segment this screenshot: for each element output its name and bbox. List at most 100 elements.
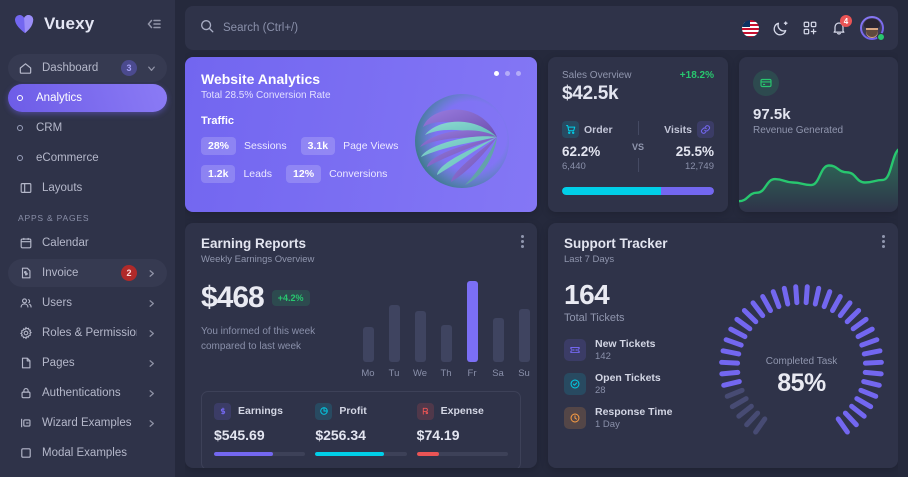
more-vertical-icon[interactable] [521, 235, 524, 250]
metric-earnings-value: $545.69 [214, 426, 265, 443]
dashboard-row-2: Earning Reports Weekly Earnings Overview… [185, 223, 898, 468]
carousel-dot-2[interactable] [505, 71, 510, 76]
sidebar-item-layouts[interactable]: Layouts [8, 174, 167, 202]
language-flag-icon[interactable] [742, 19, 759, 37]
grid-apps-icon[interactable] [802, 20, 818, 36]
metric-profit: Profit $256.34 [315, 402, 407, 456]
sidebar-item-ecommerce[interactable]: eCommerce [8, 144, 167, 172]
sidebar-brand[interactable]: Vuexy [0, 0, 175, 48]
sales-split-order [562, 187, 661, 195]
earning-summary: $468 +4.2% You informed of this week com… [201, 281, 349, 379]
support-row-name: New Tickets [595, 338, 656, 350]
gauge-tick [842, 410, 859, 428]
sidebar-section-apps: APPS & PAGES [18, 213, 90, 223]
bar-label: Mo [361, 367, 375, 379]
sidebar-item-users[interactable]: Users [8, 289, 167, 317]
stat-label-leads: Leads [243, 168, 273, 180]
gauge-tick [744, 410, 761, 428]
revenue-value: 97.5k [753, 106, 791, 123]
sidebar-item-label: eCommerce [36, 152, 99, 164]
sales-order-column: Order 62.2% 6,440 [562, 121, 623, 172]
carousel-dot-1[interactable] [494, 71, 499, 76]
sales-split-bar [562, 187, 714, 195]
metric-earnings: Earnings $545.69 [214, 402, 306, 456]
top-navbar: 4 [185, 6, 898, 50]
sales-vs-grid: Order 62.2% 6,440 VS Visits [562, 121, 714, 172]
sidebar-item-roles-permissions[interactable]: Roles & Permissions [8, 319, 167, 347]
gauge-tick [729, 396, 749, 410]
more-vertical-icon[interactable] [882, 235, 885, 250]
moon-icon[interactable] [772, 20, 789, 37]
gauge-value: 85% [777, 369, 826, 397]
bell-badge: 4 [840, 15, 852, 27]
bar-column-fr: Fr [459, 281, 485, 379]
sidebar-item-wizard-examples[interactable]: Wizard Examples [8, 409, 167, 437]
gauge-tick [803, 284, 810, 306]
main-area: 4 [175, 0, 908, 477]
sidebar-item-authentications[interactable]: Authentications [8, 379, 167, 407]
gauge-tick [835, 416, 850, 435]
chevron-right-icon[interactable] [146, 328, 157, 339]
wizard-icon [18, 416, 33, 431]
support-row-new-tickets: New Tickets 142 [564, 338, 714, 362]
sidebar-collapse-icon[interactable] [145, 15, 163, 33]
bar-label: Tu [388, 367, 400, 379]
gauge-tick [837, 300, 853, 319]
carousel-dots [494, 71, 521, 76]
bar-column-mo: Mo [355, 327, 381, 379]
navbar-actions: 4 [742, 15, 885, 41]
support-tracker-stats: 164 Total Tickets New Tickets 142 [564, 279, 714, 454]
search-box[interactable] [199, 18, 732, 39]
chevron-right-icon[interactable] [146, 418, 157, 429]
sidebar-item-label: Calendar [42, 237, 89, 249]
gauge-tick [793, 284, 800, 306]
search-input[interactable] [223, 22, 483, 34]
sidebar-item-pages[interactable]: Pages [8, 349, 167, 377]
chevron-right-icon[interactable] [146, 298, 157, 309]
check-circle-icon [564, 373, 586, 395]
sidebar-item-dashboard[interactable]: Dashboard 3 [8, 54, 167, 82]
earning-reports-body: $468 +4.2% You informed of this week com… [201, 281, 530, 379]
sales-visits-column: Visits 25.5% 12,749 [653, 121, 714, 172]
chevron-right-icon[interactable] [146, 268, 157, 279]
chevron-right-icon[interactable] [146, 358, 157, 369]
bar-label: We [412, 367, 428, 379]
sales-order-percent: 62.2% [562, 144, 601, 159]
carousel-dot-3[interactable] [516, 71, 521, 76]
chevron-right-icon[interactable] [146, 388, 157, 399]
sidebar-item-modal-examples[interactable]: Modal Examples [8, 439, 167, 467]
sidebar-item-calendar[interactable]: Calendar [8, 229, 167, 257]
chevron-down-icon[interactable] [146, 63, 157, 74]
sidebar-item-label: Invoice [42, 267, 79, 279]
bar-column-tu: Tu [381, 304, 407, 379]
sidebar-nav: Dashboard 3 Analytics CRM eCommerce [0, 48, 175, 477]
gauge-tick [859, 337, 880, 348]
avatar[interactable] [860, 16, 885, 41]
gauge-tick [741, 307, 759, 325]
gear-icon [18, 326, 33, 341]
gauge-tick [720, 348, 742, 357]
gauge-tick [753, 416, 768, 435]
dollar-icon [214, 402, 231, 420]
cart-icon [562, 121, 579, 138]
sidebar-item-label: Modal Examples [42, 447, 128, 459]
online-status-dot [877, 33, 885, 41]
gauge-tick [721, 379, 742, 388]
sidebar-item-label: Users [42, 297, 73, 309]
stat-value-sessions: 28% [201, 137, 237, 155]
sales-order-count: 6,440 [562, 161, 586, 172]
total-tickets-label: Total Tickets [564, 312, 625, 324]
gauge-tick [849, 403, 867, 419]
credit-card-icon [753, 70, 779, 96]
sidebar-item-crm[interactable]: CRM [8, 114, 167, 142]
dot-icon [12, 155, 27, 161]
sales-visits-count: 12,749 [684, 161, 714, 172]
sales-split-visits [660, 187, 714, 195]
sidebar-item-label: Roles & Permissions [42, 327, 137, 339]
sales-order-name: Order [584, 123, 613, 136]
bell-icon[interactable]: 4 [831, 15, 852, 36]
support-row-response-time: Response Time 1 Day [564, 406, 714, 430]
earning-bar-chart: Mo Tu We Th Fr Sa Su [349, 281, 537, 379]
sidebar-item-invoice[interactable]: Invoice 2 [8, 259, 167, 287]
sidebar-item-analytics[interactable]: Analytics [8, 84, 167, 112]
